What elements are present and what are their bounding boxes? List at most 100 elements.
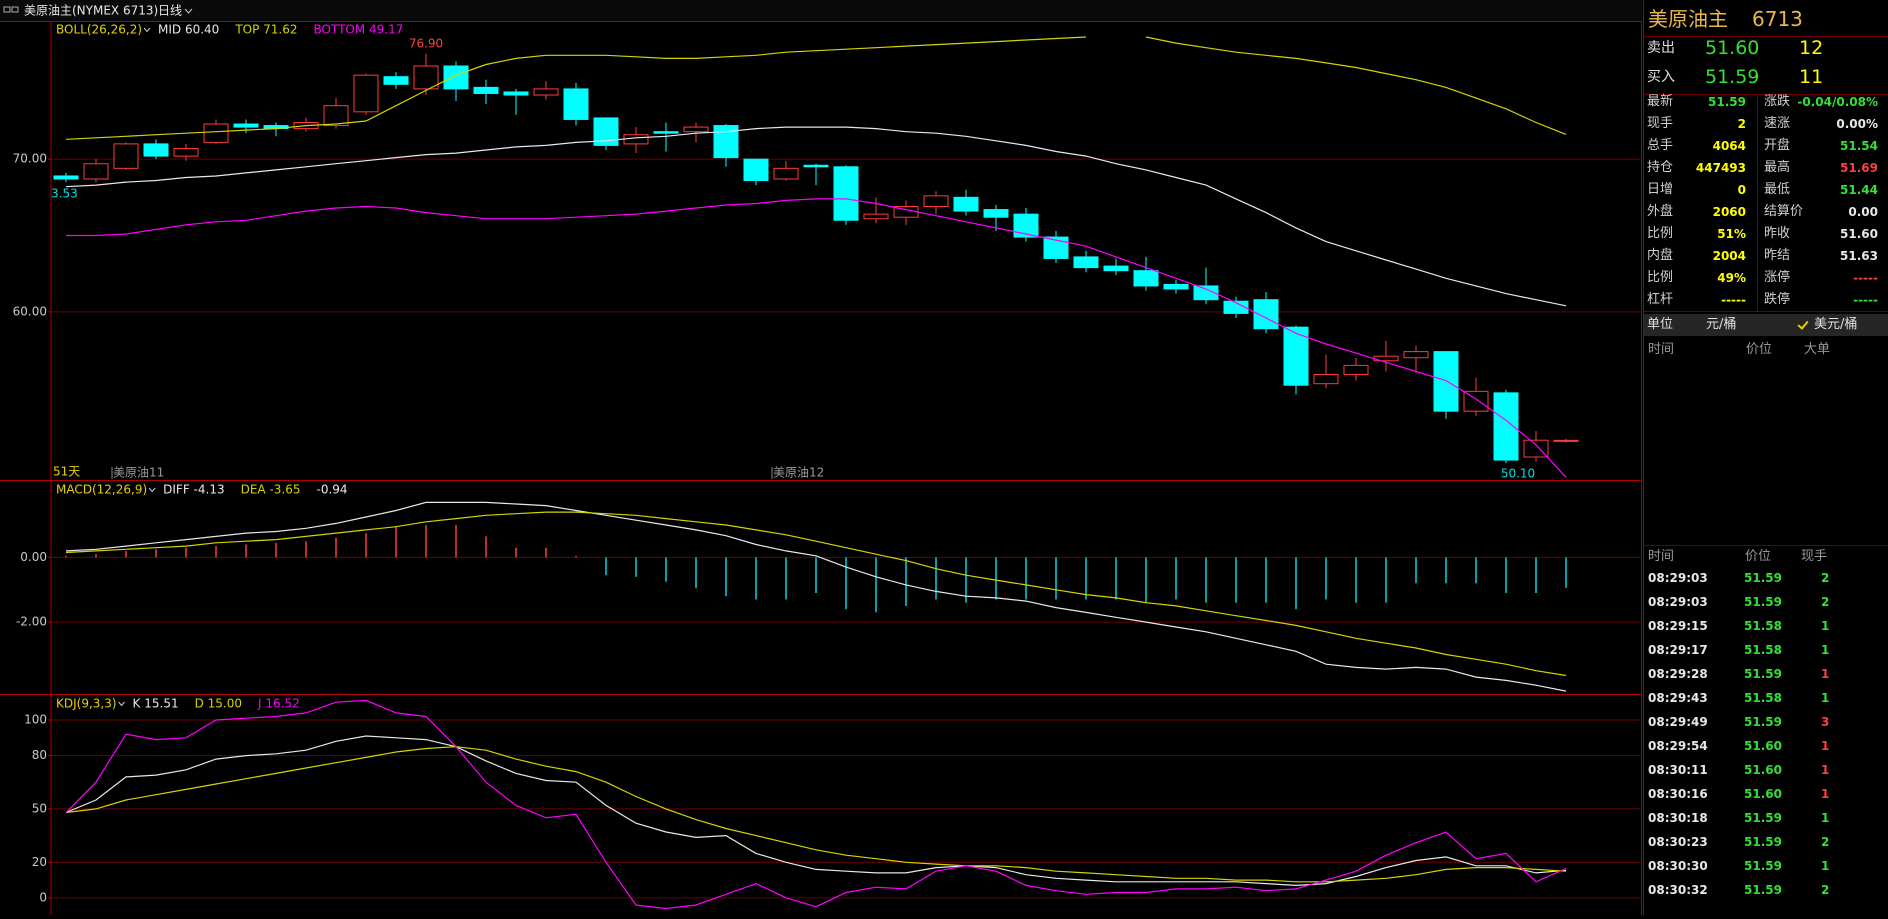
trade-time: 08:30:30 bbox=[1648, 859, 1708, 873]
stat-value: 0.00 bbox=[1848, 205, 1878, 219]
trade-time: 08:30:23 bbox=[1648, 835, 1708, 849]
legend-entry: DEA -3.65 bbox=[241, 483, 301, 497]
chart-area: 美原油主(NYMEX 6713) 日线 60.00 70.00 美原油11 美原油12… bbox=[0, 3, 1642, 915]
trade-price: 51.58 bbox=[1744, 643, 1782, 657]
stat-label: 比例 bbox=[1647, 270, 1674, 285]
legend-entry: J 16.52 bbox=[257, 697, 300, 711]
contract-label: 美原油11 bbox=[113, 466, 164, 480]
indicator-line bbox=[65, 735, 1567, 887]
quote-name: 美原油主 bbox=[1648, 7, 1728, 31]
stat-value: 2 bbox=[1737, 117, 1746, 131]
candle-body bbox=[113, 143, 139, 169]
symbol[interactable]: 美原油主(NYMEX 6713) bbox=[24, 4, 158, 18]
trade-price: 51.59 bbox=[1744, 571, 1782, 585]
trade-time: 08:29:15 bbox=[1648, 619, 1708, 633]
stat-value: 51.60 bbox=[1840, 227, 1878, 241]
stat-label: 日增 bbox=[1647, 182, 1674, 197]
y-tick-label: 60.00 bbox=[13, 304, 47, 318]
candle-body bbox=[1223, 300, 1249, 314]
header-icon bbox=[11, 6, 19, 13]
indicator-title: MACD(12,26,9) bbox=[56, 483, 147, 497]
stat-label: 最高 bbox=[1764, 160, 1791, 175]
period[interactable]: 日线 bbox=[158, 4, 182, 18]
y-tick-label: 100 bbox=[24, 713, 47, 727]
quote-price: 51.60 bbox=[1705, 37, 1760, 59]
stat-label: 最低 bbox=[1764, 182, 1791, 197]
candle-body bbox=[713, 125, 739, 159]
stat-value: 2004 bbox=[1712, 249, 1746, 263]
legend-entry: K 15.51 bbox=[133, 697, 179, 711]
trade-time: 08:29:43 bbox=[1648, 691, 1708, 705]
column-header: 价位 bbox=[1746, 342, 1773, 357]
trade-price: 51.60 bbox=[1744, 787, 1782, 801]
trade-price: 51.58 bbox=[1744, 691, 1782, 705]
candle-body bbox=[653, 131, 679, 134]
candle-body bbox=[53, 175, 79, 180]
trade-volume: 1 bbox=[1821, 739, 1830, 753]
candle-body bbox=[1433, 351, 1459, 412]
candle-body bbox=[1403, 351, 1429, 359]
candle-body bbox=[1193, 285, 1219, 301]
y-tick-label: 80 bbox=[32, 748, 47, 762]
stat-value: 51.44 bbox=[1840, 183, 1878, 197]
y-tick-label: 0.00 bbox=[20, 550, 47, 564]
trade-volume: 1 bbox=[1821, 643, 1830, 657]
period-chevron[interactable] bbox=[184, 8, 193, 14]
stat-value: 49% bbox=[1717, 271, 1746, 285]
candle-body bbox=[143, 143, 169, 157]
column-header: 价位 bbox=[1745, 549, 1772, 564]
stat-label: 总手 bbox=[1647, 138, 1674, 153]
unit-option[interactable]: 元/桶 bbox=[1706, 317, 1737, 332]
candle-body bbox=[1103, 265, 1129, 272]
low-label: 50.10 bbox=[1501, 467, 1535, 481]
trade-volume: 3 bbox=[1821, 715, 1830, 729]
quote-panel: 美原油主 6713 卖出 51.60 12 买入 51.59 11 最新 51.59 涨跌 -0.04… bbox=[1643, 0, 1888, 915]
trade-volume: 1 bbox=[1821, 667, 1830, 681]
stat-label: 最新 bbox=[1647, 94, 1674, 109]
indicator-chevron[interactable] bbox=[118, 701, 125, 707]
trade-price: 51.59 bbox=[1744, 667, 1782, 681]
quote-side-label: 买入 bbox=[1647, 69, 1675, 85]
indicator-chevron[interactable] bbox=[143, 27, 151, 33]
y-tick-label: 70.00 bbox=[13, 152, 47, 166]
candle-body bbox=[803, 164, 829, 168]
indicator-line bbox=[65, 501, 1567, 692]
trade-price: 51.60 bbox=[1744, 739, 1782, 753]
candle-body bbox=[1313, 374, 1339, 385]
candle-body bbox=[1553, 439, 1579, 442]
candle-body bbox=[563, 88, 589, 120]
low-label: 3.53 bbox=[51, 187, 78, 201]
stat-label: 现手 bbox=[1647, 116, 1674, 131]
stat-value: -0.04/0.08% bbox=[1797, 95, 1878, 109]
trade-volume: 2 bbox=[1821, 883, 1830, 897]
stat-label: 昨结 bbox=[1764, 248, 1791, 263]
column-header: 时间 bbox=[1648, 342, 1675, 357]
trade-price: 51.59 bbox=[1744, 811, 1782, 825]
candle-body bbox=[1163, 283, 1189, 290]
stat-label: 跌停 bbox=[1764, 292, 1791, 307]
candle-body bbox=[1523, 439, 1549, 458]
separator bbox=[1644, 94, 1888, 95]
separator bbox=[1644, 311, 1888, 312]
stat-label: 速涨 bbox=[1764, 116, 1791, 131]
trade-time: 08:29:54 bbox=[1648, 739, 1708, 753]
unit-label: 单位 bbox=[1647, 317, 1674, 332]
candle-body bbox=[1013, 213, 1039, 238]
header-icon bbox=[3, 6, 11, 13]
candle-body bbox=[953, 196, 979, 212]
candle-body bbox=[923, 195, 949, 208]
unit-option[interactable]: 美元/桶 bbox=[1814, 317, 1858, 332]
trade-volume: 1 bbox=[1821, 691, 1830, 705]
stat-value: ----- bbox=[1721, 293, 1746, 307]
candle-body bbox=[1283, 326, 1309, 386]
candle-body bbox=[443, 65, 469, 90]
y-tick-label: 20 bbox=[32, 855, 47, 869]
indicator-line bbox=[66, 198, 1567, 478]
contract-label: 美原油12 bbox=[773, 466, 824, 480]
indicator-chevron[interactable] bbox=[148, 487, 156, 493]
trade-time: 08:29:49 bbox=[1648, 715, 1708, 729]
trade-price: 51.59 bbox=[1744, 835, 1782, 849]
candle-body bbox=[503, 91, 529, 96]
candle-body bbox=[623, 134, 649, 145]
indicator-line bbox=[65, 511, 1567, 677]
